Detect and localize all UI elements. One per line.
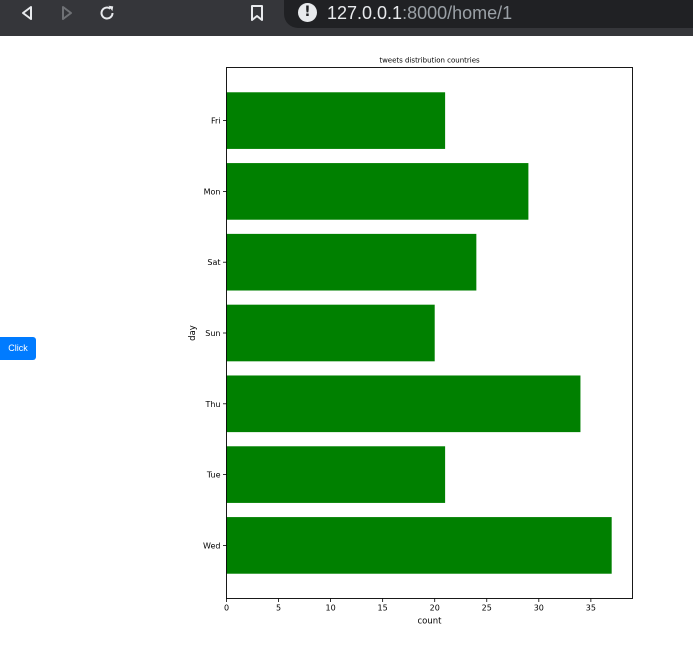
back-arrow-icon xyxy=(22,5,32,20)
x-tick-label: 30 xyxy=(534,604,544,613)
x-axis-label: count xyxy=(418,617,443,627)
bar-thu xyxy=(226,375,581,433)
url-text[interactable]: 127.0.0.1:8000/home/1 xyxy=(327,1,512,25)
x-tick-label: 35 xyxy=(586,604,596,613)
x-tick-label: 20 xyxy=(430,604,440,613)
bookmark-icon xyxy=(251,4,263,21)
url-host: 127.0.0.1 xyxy=(327,3,403,23)
bar-fri xyxy=(226,92,446,149)
x-axis-ticks: 0 5 10 15 20 25 30 35 xyxy=(224,598,596,613)
bar-sun xyxy=(226,304,435,362)
bar-tue xyxy=(226,446,446,503)
y-tick-label-thu: Thu xyxy=(204,400,220,409)
x-tick-label: 15 xyxy=(378,604,388,613)
x-tick-label: 0 xyxy=(224,604,229,613)
y-tick-label-sat: Sat xyxy=(207,258,220,267)
y-axis-ticks: Fri Mon Sat Sun Thu Tue Wed xyxy=(203,117,227,550)
reload-button[interactable] xyxy=(89,0,125,25)
reload-icon xyxy=(100,5,114,19)
click-button[interactable]: Click xyxy=(0,337,36,360)
bar-sat xyxy=(226,233,477,291)
plot-frame xyxy=(226,67,633,599)
y-tick-label-mon: Mon xyxy=(204,187,221,196)
x-tick-label: 10 xyxy=(326,604,336,613)
url-path: :8000/home/1 xyxy=(402,3,513,23)
browser-toolbar: ! 127.0.0.1:8000/home/1 xyxy=(0,0,693,36)
y-tick-label-tue: Tue xyxy=(206,471,221,480)
y-tick-label-fri: Fri xyxy=(211,117,221,126)
bookmark-button[interactable] xyxy=(239,0,275,25)
y-tick-label-sun: Sun xyxy=(205,329,220,338)
bars-group xyxy=(226,92,612,574)
forward-arrow-icon xyxy=(62,5,72,20)
bar-wed xyxy=(226,517,612,574)
site-info-icon[interactable]: ! xyxy=(298,3,317,22)
y-tick-label-wed: Wed xyxy=(203,541,220,550)
x-tick-label: 25 xyxy=(482,604,492,613)
chart-title: tweets distribution countries xyxy=(379,57,480,65)
y-axis-label: day xyxy=(188,325,198,341)
bar-mon xyxy=(226,163,529,220)
back-button[interactable] xyxy=(9,0,45,25)
forward-button[interactable] xyxy=(49,0,85,25)
x-tick-label: 5 xyxy=(276,604,281,613)
address-bar[interactable]: ! 127.0.0.1:8000/home/1 xyxy=(284,0,693,28)
